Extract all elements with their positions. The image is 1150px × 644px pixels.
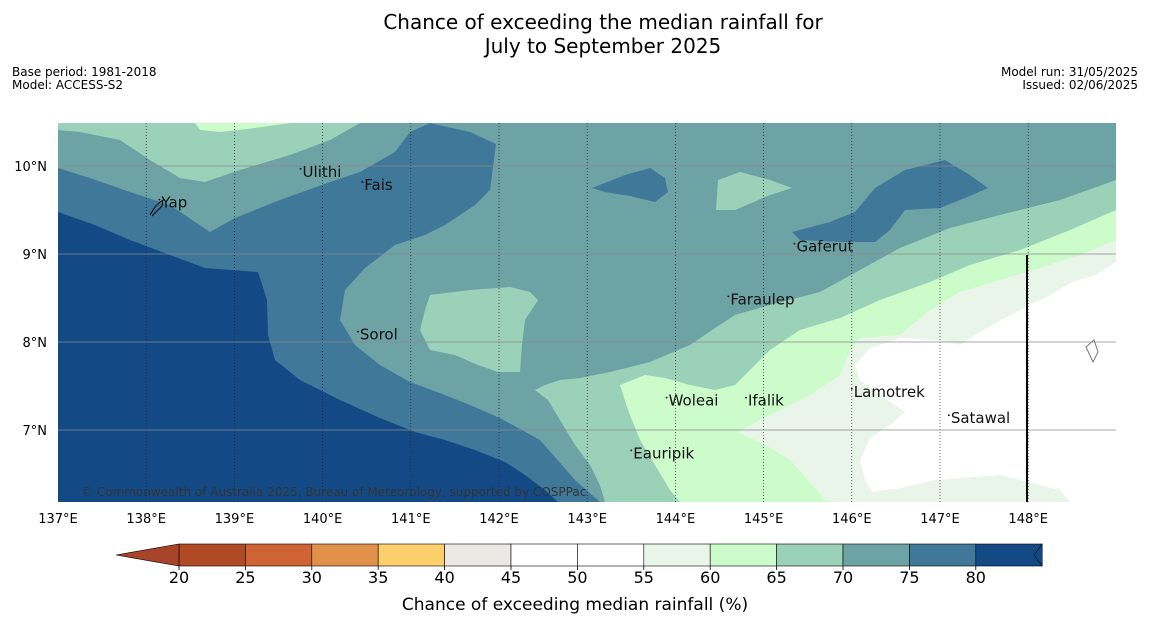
- issued-text: Issued: 02/06/2025: [1022, 78, 1138, 92]
- colorbar-swatch: [245, 543, 313, 567]
- colorbar-label: Chance of exceeding median rainfall (%): [402, 595, 748, 615]
- place-marker: [745, 396, 747, 399]
- place-label: Gaferut: [796, 238, 853, 256]
- band-60-65-north: [195, 123, 290, 132]
- colorbar-under-arrow: [115, 543, 180, 567]
- place-marker: [356, 330, 359, 333]
- meta-right: Model run: 31/05/2025 Issued: 02/06/2025: [1001, 66, 1138, 92]
- band-65-70-center: [420, 287, 538, 372]
- colorbar-swatch: [577, 543, 645, 567]
- colorbar-swatch: [444, 543, 512, 567]
- place-label: Faraulep: [730, 290, 794, 308]
- band-65-70-northwest: [58, 123, 360, 182]
- colorbar-tick-label: 20: [169, 568, 189, 587]
- map-title-line-2: July to September 2025: [484, 34, 722, 58]
- colorbar-tick-label: 30: [302, 568, 322, 587]
- colorbar-tick-label: 40: [434, 568, 454, 587]
- place-label: Sorol: [360, 326, 398, 344]
- lon-tick-label: 138°E: [126, 512, 166, 527]
- band-65-70-north-blob: [716, 172, 792, 210]
- lon-tick-label: 143°E: [567, 512, 607, 527]
- lon-tick-label: 145°E: [744, 512, 784, 527]
- map-title-line-1: Chance of exceeding the median rainfall …: [383, 10, 823, 34]
- place-label: Lamotrek: [854, 383, 925, 401]
- place-marker: [947, 414, 950, 417]
- colorbar-swatch: [842, 543, 910, 567]
- colorbar-swatch: [510, 543, 578, 567]
- colorbar-tick-label: 60: [700, 568, 720, 587]
- place-marker: [793, 242, 796, 245]
- place-label: Eauripik: [633, 444, 694, 462]
- place-label: Ifalik: [748, 392, 784, 410]
- lon-tick-label: 139°E: [215, 512, 255, 527]
- lat-tick-label: 10°N: [14, 160, 47, 175]
- band-75-80-blob-2: [792, 160, 988, 242]
- lon-tick-label: 142°E: [479, 512, 519, 527]
- lon-tick-label: 144°E: [656, 512, 696, 527]
- colorbar-swatch: [311, 543, 379, 567]
- lon-tick-label: 141°E: [391, 512, 431, 527]
- colorbar-tick-label: 55: [634, 568, 654, 587]
- place-marker: [665, 396, 668, 399]
- lon-tick-label: 140°E: [303, 512, 343, 527]
- lon-tick-label: 148°E: [1008, 512, 1048, 527]
- yap-island-outline: [149, 198, 164, 217]
- model-text: Model: ACCESS-S2: [12, 78, 124, 92]
- band-75-80-blob-1: [592, 168, 668, 202]
- colorbar-swatch: [709, 543, 777, 567]
- meta-left: Base period: 1981-2018 Model: ACCESS-S2: [12, 66, 157, 92]
- colorbar-swatch: [643, 543, 711, 567]
- map-gridlines: [58, 123, 1116, 502]
- lat-tick-label: 7°N: [23, 424, 48, 439]
- colorbar-over-arrow: [1033, 543, 1043, 567]
- place-labels: Yap Ulithi Fais Gaferut Faraulep Sorol Lamotre…: [158, 163, 1010, 462]
- base-period-text: Base period: 1981-2018: [12, 65, 157, 79]
- colorbar-tick-label: 35: [368, 568, 388, 587]
- colorbar: 20 25 30 35 40 45 50 55 60 65 70 75 80: [115, 543, 1043, 587]
- copyright-text: © Commonwealth of Australia 2025, Bureau…: [81, 485, 586, 499]
- colorbar-tick-label: 65: [766, 568, 786, 587]
- colorbar-swatch: [909, 543, 977, 567]
- place-label: Yap: [160, 194, 187, 212]
- lat-tick-label: 8°N: [23, 336, 48, 351]
- place-marker: [158, 198, 161, 201]
- place-label: Satawal: [951, 409, 1010, 427]
- place-marker: [630, 449, 633, 452]
- colorbar-swatch: [377, 543, 445, 567]
- place-label: Ulithi: [303, 163, 342, 181]
- colorbar-tick-label: 45: [501, 568, 521, 587]
- map-axis-labels: 137°E 138°E 139°E 140°E 141°E 142°E 143°E 144°E…: [14, 160, 1048, 527]
- lon-tick-label: 147°E: [920, 512, 960, 527]
- lat-tick-label: 9°N: [23, 248, 48, 263]
- model-run-text: Model run: 31/05/2025: [1000, 65, 1138, 79]
- colorbar-swatch: [776, 543, 844, 567]
- colorbar-tick-label: 70: [833, 568, 853, 587]
- place-marker: [850, 387, 853, 390]
- colorbar-tick-label: 80: [966, 568, 986, 587]
- colorbar-swatch: [178, 543, 246, 567]
- colorbar-tick-label: 25: [235, 568, 255, 587]
- place-marker: [361, 181, 364, 183]
- band-50-55: [855, 262, 1116, 502]
- lon-tick-label: 146°E: [832, 512, 872, 527]
- colorbar-swatch: [975, 543, 1043, 567]
- lon-tick-label: 137°E: [38, 512, 78, 527]
- place-marker: [299, 167, 302, 170]
- place-marker: [727, 295, 730, 298]
- place-label: Fais: [364, 176, 393, 194]
- colorbar-tick-label: 50: [567, 568, 587, 587]
- band-80-plus: [58, 212, 558, 502]
- place-label: Woleai: [669, 392, 719, 410]
- colorbar-tick-label: 75: [899, 568, 919, 587]
